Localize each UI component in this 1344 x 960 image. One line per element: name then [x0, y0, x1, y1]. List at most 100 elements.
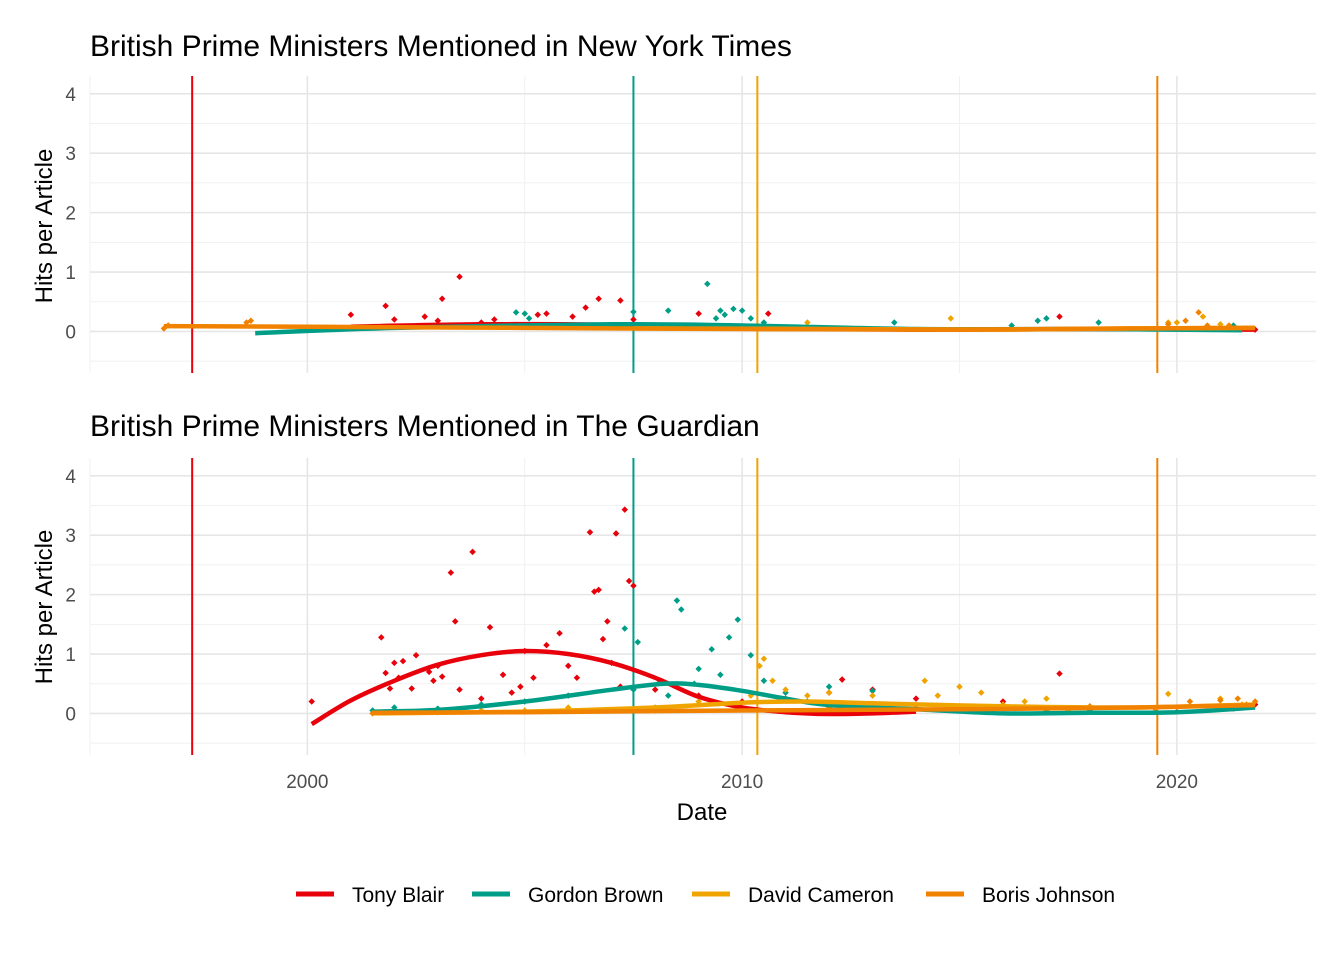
nyt-y-tick-label: 3: [65, 144, 76, 165]
nyt-point-gordon-brown: [1043, 315, 1050, 322]
nyt-point-tony-blair: [695, 310, 702, 317]
guardian-point-tony-blair: [599, 635, 607, 643]
nyt-y-tick-label: 4: [65, 85, 76, 106]
guardian-point-tony-blair: [430, 677, 437, 685]
guardian-x-tick-label: 2010: [721, 772, 763, 793]
guardian-point-tony-blair: [469, 548, 476, 556]
guardian-point-tony-blair: [412, 651, 420, 659]
guardian-point-tony-blair: [586, 528, 594, 536]
nyt-point-tony-blair: [491, 316, 498, 323]
guardian-point-david-cameron: [956, 683, 963, 690]
guardian-point-tony-blair: [625, 577, 633, 585]
guardian-point-tony-blair: [556, 629, 563, 637]
legend-label-david-cameron: David Cameron: [748, 884, 894, 907]
guardian-point-tony-blair: [564, 662, 572, 670]
nyt-point-gordon-brown: [891, 319, 898, 326]
guardian-point-david-cameron: [921, 677, 928, 685]
nyt-point-tony-blair: [630, 316, 637, 323]
guardian-point-boris-johnson: [1186, 698, 1194, 705]
guardian-point-tony-blair: [386, 685, 394, 692]
nyt-point-gordon-brown: [1095, 319, 1102, 326]
nyt-point-tony-blair: [764, 310, 772, 317]
guardian-y-tick-label: 4: [65, 467, 76, 488]
nyt-point-boris-johnson: [247, 317, 255, 324]
guardian-point-tony-blair: [530, 674, 537, 682]
nyt-point-boris-johnson: [1182, 317, 1189, 324]
guardian-y-tick-label: 3: [65, 526, 76, 547]
guardian-point-david-cameron: [769, 677, 776, 685]
legend-item-gordon-brown: Gordon Brown: [472, 884, 663, 907]
guardian-point-gordon-brown: [664, 692, 672, 699]
guardian-point-gordon-brown: [725, 634, 733, 641]
guardian-point-david-cameron: [869, 692, 876, 699]
nyt-point-tony-blair: [582, 304, 589, 311]
nyt-point-tony-blair: [595, 295, 602, 303]
guardian-point-tony-blair: [447, 569, 455, 576]
nyt-point-gordon-brown: [630, 308, 637, 316]
guardian-point-tony-blair: [508, 689, 515, 696]
guardian-point-david-cameron: [1043, 695, 1050, 702]
nyt-point-gordon-brown: [525, 315, 533, 322]
guardian-point-tony-blair: [1056, 670, 1063, 677]
guardian-point-david-cameron: [825, 689, 833, 696]
x-axis-label: Date: [677, 799, 728, 826]
guardian-point-tony-blair: [451, 618, 459, 625]
nyt-panel: British Prime Ministers Mentioned in New…: [31, 30, 1316, 373]
guardian-point-tony-blair: [651, 686, 659, 693]
nyt-plot-area: 0 1 2 3 4: [65, 76, 1316, 373]
guardian-point-david-cameron: [782, 686, 789, 693]
guardian-point-tony-blair: [391, 659, 398, 667]
nyt-point-gordon-brown: [721, 311, 728, 319]
nyt-y-tick-label: 1: [65, 263, 76, 284]
guardian-point-tony-blair: [382, 669, 389, 677]
nyt-point-gordon-brown: [521, 310, 529, 317]
guardian-point-gordon-brown: [634, 638, 642, 646]
guardian-point-tony-blair: [499, 671, 507, 679]
guardian-smooth-line-boris-johnson: [372, 702, 1256, 716]
nyt-point-gordon-brown: [738, 307, 746, 314]
guardian-point-tony-blair: [604, 618, 611, 625]
legend-label-tony-blair: Tony Blair: [352, 884, 444, 907]
guardian-y-tick-label: 0: [65, 704, 76, 725]
guardian-point-boris-johnson: [1234, 695, 1241, 702]
guardian-y-tick-label: 1: [65, 645, 76, 666]
guardian-point-david-cameron: [934, 692, 942, 699]
guardian-point-tony-blair: [478, 695, 485, 702]
nyt-point-tony-blair: [434, 317, 442, 324]
guardian-x-tick-label: 2020: [1156, 772, 1198, 793]
guardian-point-david-cameron: [760, 655, 768, 663]
guardian-x-tick-label: 2000: [286, 772, 328, 793]
nyt-panel-title: British Prime Ministers Mentioned in New…: [90, 30, 792, 63]
nyt-point-tony-blair: [438, 295, 446, 303]
nyt-point-gordon-brown: [664, 307, 672, 314]
guardian-point-tony-blair: [838, 676, 846, 683]
guardian-smooth-line-tony-blair: [310, 648, 917, 727]
nyt-y-axis-label: Hits per Article: [31, 149, 58, 304]
nyt-point-tony-blair: [391, 316, 398, 323]
nyt-y-tick-label: 0: [65, 322, 76, 343]
guardian-point-gordon-brown: [708, 646, 715, 653]
legend-item-david-cameron: David Cameron: [692, 884, 894, 907]
guardian-point-david-cameron: [804, 692, 811, 699]
guardian-point-tony-blair: [438, 673, 446, 680]
guardian-y-tick-label: 2: [65, 586, 76, 607]
nyt-point-gordon-brown: [704, 280, 711, 288]
nyt-point-tony-blair: [534, 311, 542, 319]
guardian-panel: British Prime Ministers Mentioned in The…: [31, 410, 1316, 826]
guardian-point-david-cameron: [1164, 690, 1172, 698]
guardian-point-gordon-brown: [695, 665, 702, 673]
nyt-point-tony-blair: [347, 311, 355, 319]
guardian-point-gordon-brown: [760, 677, 768, 685]
guardian-plot-area: 0 1 2 3 4 2000 2010 2020: [65, 458, 1316, 793]
nyt-point-tony-blair: [543, 310, 550, 317]
guardian-point-gordon-brown: [734, 616, 742, 623]
guardian-point-tony-blair: [630, 582, 637, 589]
guardian-point-gordon-brown: [621, 625, 628, 632]
guardian-point-david-cameron: [977, 689, 985, 696]
nyt-point-david-cameron: [1173, 319, 1181, 326]
nyt-point-tony-blair: [421, 313, 429, 320]
guardian-point-tony-blair: [912, 695, 920, 702]
guardian-point-gordon-brown: [678, 606, 685, 613]
nyt-y-tick-label: 2: [65, 204, 76, 225]
